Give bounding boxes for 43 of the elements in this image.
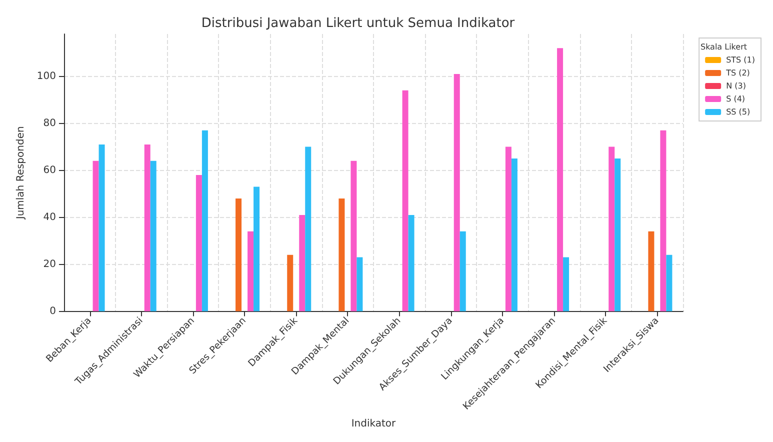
bar: [660, 130, 666, 312]
bar: [144, 144, 150, 312]
bar: [666, 254, 672, 312]
bar: [254, 186, 260, 312]
legend-label: TS (2): [725, 68, 750, 78]
bar: [608, 146, 615, 312]
bar: [454, 74, 460, 312]
bar: [305, 146, 312, 312]
legend-title: Skala Likert: [700, 42, 747, 52]
bar: [287, 254, 294, 312]
legend-label: SS (5): [726, 108, 750, 116]
y-tick-label: 80: [43, 118, 56, 129]
bar: [92, 160, 99, 312]
bar: [460, 231, 466, 312]
bar: [557, 48, 564, 312]
bar: [402, 90, 408, 312]
x-axis-title: Indikator: [351, 418, 397, 430]
bar: [614, 158, 621, 312]
bar: [202, 130, 208, 312]
legend-label: S (4): [726, 94, 746, 104]
bar: [505, 146, 512, 312]
y-tick-label: 100: [36, 70, 56, 82]
bar: [408, 214, 414, 312]
bar: [338, 198, 345, 312]
bar: [648, 231, 654, 312]
bar: [563, 257, 570, 312]
y-tick-label: 0: [50, 306, 56, 317]
bar: [150, 160, 156, 312]
legend-label: STS (1): [726, 56, 756, 64]
bar: [299, 214, 306, 312]
bar: [236, 198, 242, 312]
bar: [511, 158, 518, 312]
y-tick-label: 20: [43, 258, 56, 270]
y-tick-label: 40: [43, 212, 56, 223]
y-axis-title: Jumlah Responden: [16, 126, 26, 220]
bar: [350, 160, 357, 312]
y-tick-label: 60: [43, 164, 56, 176]
bar: [248, 231, 254, 312]
bar: [196, 174, 202, 312]
legend-label: N (3): [726, 82, 746, 90]
bar: [98, 144, 105, 312]
chart-title: Distribusi Jawaban Likert untuk Semua Indikator: [201, 16, 516, 31]
bar: [356, 257, 363, 312]
